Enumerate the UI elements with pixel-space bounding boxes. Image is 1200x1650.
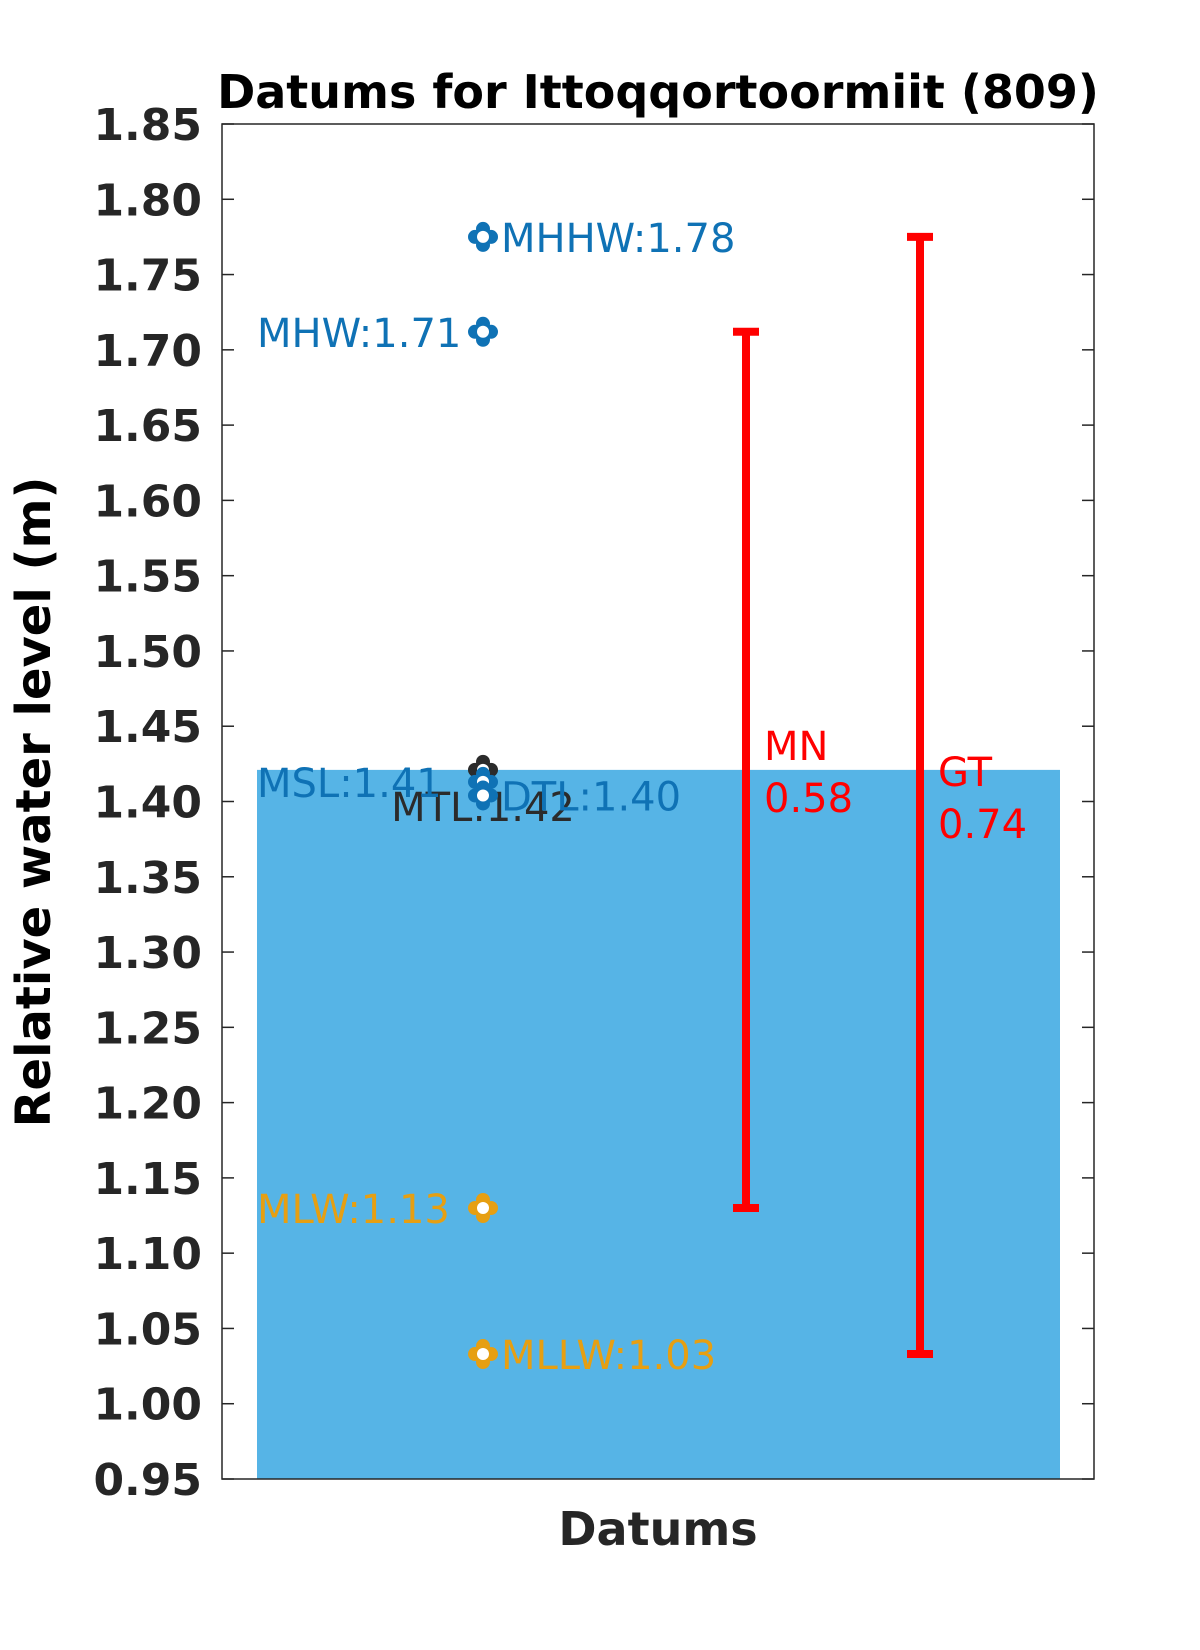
mlw-label: MLW:1.13 — [257, 1187, 450, 1233]
x-axis-label: Datums — [558, 1502, 757, 1556]
mhw-marker — [468, 316, 498, 347]
y-tick-label: 1.60 — [93, 476, 202, 527]
mn-range-name: MN — [764, 724, 828, 770]
y-tick-label: 1.85 — [93, 100, 202, 151]
y-axis-label: Relative water level (m) — [6, 477, 62, 1128]
y-tick-label: 1.80 — [93, 175, 202, 226]
y-tick-label: 1.70 — [93, 326, 202, 377]
mllw-label: MLLW:1.03 — [501, 1333, 716, 1379]
y-tick-label: 1.75 — [93, 251, 202, 302]
y-tick-label: 1.55 — [93, 552, 202, 603]
y-tick-label: 1.00 — [93, 1380, 202, 1431]
gt-range-name: GT — [938, 750, 993, 796]
mhw-label: MHW:1.71 — [257, 311, 461, 357]
y-tick-label: 1.65 — [93, 401, 202, 452]
mllw-marker — [468, 1339, 498, 1370]
y-tick-label: 1.40 — [93, 778, 202, 829]
chart-title: Datums for Ittoqqortoormiit (809) — [217, 65, 1099, 119]
dtl-label: DTL:1.40 — [501, 774, 681, 820]
plot-area: 1.85 1.80 1.75 1.70 1.65 1.60 1.55 1.50 1.45 1.40… — [93, 100, 1095, 1506]
dtl-marker — [468, 780, 498, 811]
y-tick-label: 0.95 — [93, 1455, 202, 1506]
mn-range-value: 0.58 — [764, 776, 853, 822]
y-tick-label: 1.10 — [93, 1229, 202, 1280]
y-tick-label: 1.25 — [93, 1003, 202, 1054]
y-tick-label: 1.50 — [93, 627, 202, 678]
y-tick-label: 1.35 — [93, 853, 202, 904]
y-tick-label: 1.45 — [93, 702, 202, 753]
mlw-marker — [468, 1193, 498, 1223]
msl-label: MSL:1.41 — [257, 761, 442, 807]
gt-range-value: 0.74 — [938, 802, 1027, 848]
y-tick-label: 1.20 — [93, 1079, 202, 1130]
y-tick-label: 1.05 — [93, 1304, 202, 1355]
mhhw-label: MHHW:1.78 — [501, 216, 735, 262]
y-tick-label: 1.30 — [93, 928, 202, 979]
mtl-background-bar — [257, 769, 1060, 1479]
mhhw-marker — [468, 221, 498, 252]
y-tick-label: 1.15 — [93, 1154, 202, 1205]
